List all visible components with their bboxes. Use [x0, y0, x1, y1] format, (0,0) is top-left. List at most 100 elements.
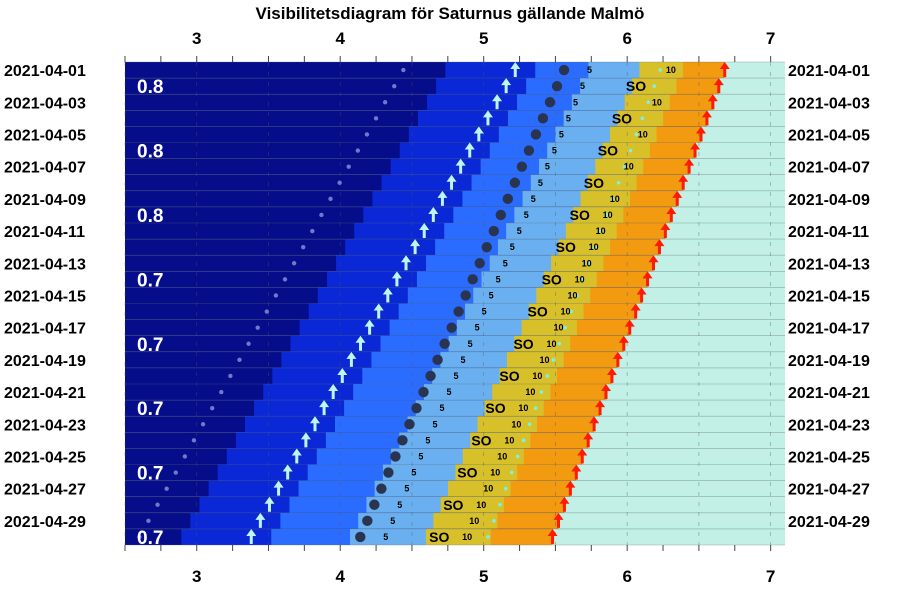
altitude-5-label: 5	[559, 129, 564, 139]
dawn-band	[517, 464, 577, 481]
dawn-band	[507, 110, 565, 127]
track-dot	[255, 325, 260, 330]
dawn-band	[423, 384, 493, 401]
altitude-10-label: 10	[469, 516, 479, 526]
cyan-dot	[658, 68, 662, 72]
arrow-head	[690, 142, 701, 150]
dawn-band	[506, 351, 565, 368]
dawn-band	[530, 174, 589, 191]
track-dot	[310, 228, 315, 234]
hour-tick-label-bottom: 6	[622, 567, 631, 586]
day-band	[558, 512, 785, 529]
cyan-dot	[504, 486, 508, 491]
day-band	[706, 110, 785, 127]
cyan-dot	[563, 325, 567, 330]
cyan-dot	[616, 180, 621, 185]
dawn-band	[380, 335, 450, 352]
saturn-rise-arrow	[337, 367, 348, 383]
sun-label: SO	[598, 143, 618, 159]
dawn-band	[580, 190, 631, 207]
altitude-5-label: 5	[566, 113, 571, 123]
sunrise-arrow	[636, 287, 647, 303]
cyan-dot	[515, 454, 520, 459]
planet-dot	[390, 451, 401, 462]
arrow-head	[273, 480, 284, 488]
altitude-5-label: 5	[411, 468, 416, 478]
dawn-band	[576, 319, 631, 336]
arrow-head	[346, 351, 357, 359]
altitude-5-label: 5	[439, 403, 444, 413]
dawn-band	[398, 303, 466, 320]
arrow-head	[701, 110, 712, 118]
arrow-head	[446, 174, 457, 182]
arrow-head	[624, 319, 635, 327]
hour-tick-label-bottom: 3	[192, 567, 201, 586]
saturn-rise-arrow	[410, 239, 421, 255]
track-dot	[301, 244, 306, 250]
sun-label: SO	[556, 239, 576, 255]
arrow-head	[583, 432, 594, 440]
planet-dot	[404, 419, 415, 430]
altitude-5-label: 5	[482, 307, 487, 317]
dawn-band	[547, 142, 604, 159]
altitude-10-label: 10	[518, 403, 528, 413]
arrow-head	[319, 400, 330, 408]
arrow-head	[382, 287, 393, 295]
saturn-rise-arrow	[492, 94, 503, 110]
arrow-head	[464, 142, 475, 150]
planet-dot	[558, 64, 570, 76]
planet-dot	[495, 209, 507, 221]
dawn-band	[344, 400, 417, 417]
arrow-head	[328, 384, 339, 392]
arrow-head	[595, 400, 606, 408]
dawn-band	[683, 62, 726, 79]
altitude-5-label: 5	[432, 419, 437, 429]
date-label-right: 2021-04-09	[788, 192, 870, 209]
dawn-band	[555, 126, 611, 143]
dawn-band	[382, 464, 456, 481]
track-dot	[337, 180, 342, 185]
saturn-rise-arrow	[273, 480, 284, 496]
dawn-band	[656, 126, 702, 143]
altitude-10-label: 10	[490, 468, 500, 478]
saturn-rise-arrow	[464, 142, 475, 158]
dawn-band	[325, 432, 400, 449]
arrow-head	[309, 416, 320, 424]
date-label-right: 2021-04-13	[788, 256, 870, 273]
dawn-band	[498, 126, 556, 143]
arrow-head	[410, 239, 421, 247]
cyan-dot	[533, 406, 538, 410]
saturn-rise-arrow	[300, 432, 311, 448]
arrow-head	[600, 384, 611, 392]
date-label-left: 2021-04-07	[4, 160, 86, 177]
track-dot	[328, 196, 333, 202]
altitude-10-label: 10	[476, 500, 486, 510]
altitude-5-label: 5	[461, 355, 466, 365]
dawn-band	[440, 496, 505, 513]
dawn-band	[669, 94, 714, 111]
arrow-head	[642, 271, 653, 279]
dawn-band	[440, 351, 508, 368]
track-dot	[382, 100, 388, 105]
day-band	[570, 480, 785, 497]
dawn-band	[415, 400, 486, 417]
dawn-band	[289, 496, 367, 513]
dawn-band	[448, 335, 515, 352]
planet-dot	[509, 177, 521, 188]
arrow-head	[492, 94, 503, 102]
date-label-right: 2021-04-25	[788, 449, 870, 466]
dawn-band	[350, 528, 427, 545]
saturn-rise-arrow	[482, 110, 493, 126]
saturn-rise-arrow	[319, 400, 330, 416]
day-band	[605, 384, 785, 401]
date-label-left: 2021-04-23	[4, 417, 86, 434]
dawn-band	[557, 367, 613, 384]
planet-dot	[355, 531, 366, 543]
sun-label: SO	[457, 465, 477, 481]
dawn-band	[536, 287, 591, 304]
dawn-band	[316, 448, 392, 465]
altitude-5-label: 5	[454, 371, 459, 381]
sun-label: SO	[443, 497, 463, 513]
date-label-left: 2021-04-01	[4, 63, 86, 80]
